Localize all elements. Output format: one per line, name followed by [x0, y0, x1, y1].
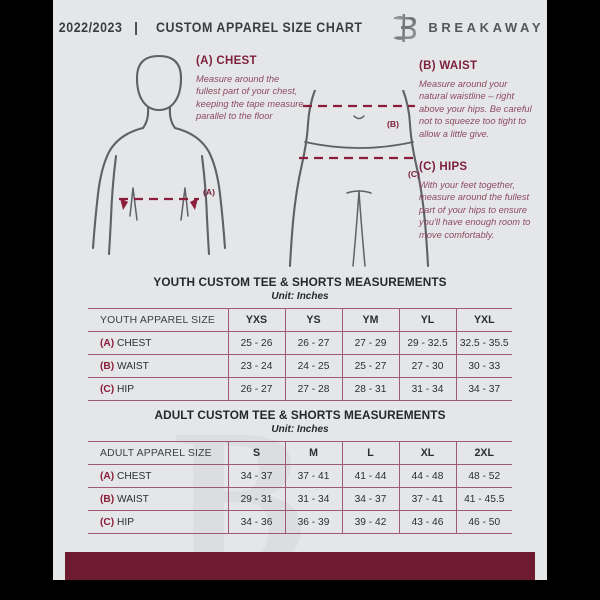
youth-cell-2-2: 28 - 31: [341, 377, 399, 401]
callout-body-chest: Measure around the fullest part of your …: [196, 74, 304, 122]
adult-table-title: ADULT CUSTOM TEE & SHORTS MEASUREMENTS: [154, 408, 446, 422]
adult-col-header-4: 2XL: [455, 441, 512, 465]
youth-cell-1-3: 27 - 30: [398, 354, 456, 378]
torso-front-silhouette: [91, 54, 227, 256]
adult-col-header-0: S: [227, 441, 285, 465]
youth-row-name-1: WAIST: [117, 360, 149, 372]
adult-cell-2-4: 46 - 50: [455, 510, 512, 534]
adult-cell-2-2: 39 - 42: [341, 510, 399, 534]
youth-col-header-1: YS: [284, 308, 342, 332]
table-row: (B) WAIST 29 - 31 31 - 34 34 - 37 37 - 4…: [88, 487, 512, 511]
youth-table-title: YOUTH CUSTOM TEE & SHORTS MEASUREMENTS: [153, 275, 447, 289]
adult-cell-0-3: 44 - 48: [398, 464, 456, 488]
youth-cell-2-3: 31 - 34: [398, 377, 456, 401]
page-header: 2022/2023 | CUSTOM APPAREL SIZE CHART BR…: [53, 0, 547, 55]
youth-row-label-0: (A) CHEST: [88, 331, 228, 355]
youth-cell-1-0: 23 - 24: [227, 354, 285, 378]
adult-row-label-2: (C) HIP: [88, 510, 228, 534]
adult-row-label-0: (A) CHEST: [88, 464, 228, 488]
adult-cell-0-2: 41 - 44: [341, 464, 399, 488]
callout-heading-chest: (A) CHEST: [196, 55, 257, 67]
youth-cell-2-1: 27 - 28: [284, 377, 342, 401]
adult-cell-1-4: 41 - 45.5: [455, 487, 512, 511]
youth-cell-0-0: 25 - 26: [227, 331, 285, 355]
youth-row-header-label: YOUTH APPAREL SIZE: [88, 308, 228, 332]
callout-body-waist: Measure around your natural waistline – …: [419, 79, 532, 139]
youth-col-header-4: YXL: [455, 308, 512, 332]
adult-cell-2-3: 43 - 46: [398, 510, 456, 534]
youth-col-header-3: YL: [398, 308, 456, 332]
youth-cell-0-2: 27 - 29: [341, 331, 399, 355]
youth-col-header-2: YM: [341, 308, 399, 332]
youth-cell-0-3: 29 - 32.5: [398, 331, 456, 355]
adult-row-name-0: CHEST: [117, 470, 152, 482]
youth-table-header-row: YOUTH APPAREL SIZE YXS YS YM YL YXL: [88, 308, 512, 332]
youth-cell-2-4: 34 - 37: [455, 377, 512, 401]
table-row: (A) CHEST 34 - 37 37 - 41 41 - 44 44 - 4…: [88, 464, 512, 488]
header-separator: |: [134, 20, 138, 35]
table-row: (C) HIP 26 - 27 27 - 28 28 - 31 31 - 34 …: [88, 377, 512, 401]
youth-row-key-1: (B): [100, 360, 115, 372]
callout-heading-hips: (C) HIPS: [419, 161, 468, 173]
table-row: (C) HIP 34 - 36 36 - 39 39 - 42 43 - 46 …: [88, 510, 512, 534]
adult-row-key-2: (C): [100, 516, 115, 528]
youth-row-label-1: (B) WAIST: [88, 354, 228, 378]
adult-row-header-label: ADULT APPAREL SIZE: [88, 441, 228, 465]
youth-size-table: YOUTH APPAREL SIZE YXS YS YM YL YXL (A) …: [88, 308, 512, 401]
adult-table-header-row: ADULT APPAREL SIZE S M L XL 2XL: [88, 441, 512, 465]
brand-name: BREAKAWAY: [428, 20, 545, 35]
adult-row-label-1: (B) WAIST: [88, 487, 228, 511]
table-row: (B) WAIST 23 - 24 24 - 25 25 - 27 27 - 3…: [88, 354, 512, 378]
waist-measure-tag: (B): [387, 119, 399, 129]
youth-cell-1-2: 25 - 27: [341, 354, 399, 378]
adult-table-unit: Unit: Inches: [271, 424, 329, 435]
adult-col-header-2: L: [341, 441, 399, 465]
adult-cell-1-3: 37 - 41: [398, 487, 456, 511]
youth-table-unit: Unit: Inches: [271, 291, 329, 302]
size-chart-page: B 2022/2023 | CUSTOM APPAREL SIZE CHART: [53, 0, 547, 580]
adult-cell-1-2: 34 - 37: [341, 487, 399, 511]
adult-cell-0-0: 34 - 37: [227, 464, 285, 488]
adult-cell-2-1: 36 - 39: [284, 510, 342, 534]
youth-cell-0-1: 26 - 27: [284, 331, 342, 355]
adult-col-header-1: M: [284, 441, 342, 465]
adult-measurements-section: ADULT CUSTOM TEE & SHORTS MEASUREMENTS U…: [88, 408, 512, 534]
adult-cell-1-0: 29 - 31: [227, 487, 285, 511]
youth-cell-1-4: 30 - 33: [455, 354, 512, 378]
callout-heading-waist: (B) WAIST: [419, 60, 478, 72]
youth-row-key-0: (A): [100, 337, 115, 349]
youth-cell-0-4: 32.5 - 35.5: [455, 331, 512, 355]
youth-row-label-2: (C) HIP: [88, 377, 228, 401]
breakaway-logo-icon: [393, 13, 419, 43]
youth-col-header-0: YXS: [227, 308, 285, 332]
table-row: (A) CHEST 25 - 26 26 - 27 27 - 29 29 - 3…: [88, 331, 512, 355]
adult-col-header-3: XL: [398, 441, 456, 465]
youth-row-name-0: CHEST: [117, 337, 152, 349]
callout-body-hips: With your feet together, measure around …: [419, 180, 531, 240]
youth-measurements-section: YOUTH CUSTOM TEE & SHORTS MEASUREMENTS U…: [88, 275, 512, 401]
header-season: 2022/2023: [58, 20, 123, 35]
youth-cell-2-0: 26 - 27: [227, 377, 285, 401]
footer-accent-bar: [65, 552, 535, 580]
adult-cell-0-1: 37 - 41: [284, 464, 342, 488]
adult-row-name-2: HIP: [117, 516, 134, 528]
adult-row-name-1: WAIST: [117, 493, 149, 505]
adult-cell-0-4: 48 - 52: [455, 464, 512, 488]
youth-row-key-2: (C): [100, 383, 115, 395]
chest-measure-tag: (A): [203, 187, 215, 197]
hips-measure-tag: (C): [408, 169, 420, 179]
measurement-diagram: (A) (B) (C) (A) CHEST: [53, 48, 547, 273]
hips-waist-silhouette: [288, 90, 430, 268]
adult-cell-2-0: 34 - 36: [227, 510, 285, 534]
chest-measure-line: [119, 197, 199, 210]
adult-size-table: ADULT APPAREL SIZE S M L XL 2XL (A) CHES…: [88, 441, 512, 534]
page-title: CUSTOM APPAREL SIZE CHART: [155, 20, 363, 35]
adult-row-key-0: (A): [100, 470, 115, 482]
adult-row-key-1: (B): [100, 493, 115, 505]
adult-cell-1-1: 31 - 34: [284, 487, 342, 511]
youth-row-name-2: HIP: [117, 383, 134, 395]
youth-cell-1-1: 24 - 25: [284, 354, 342, 378]
